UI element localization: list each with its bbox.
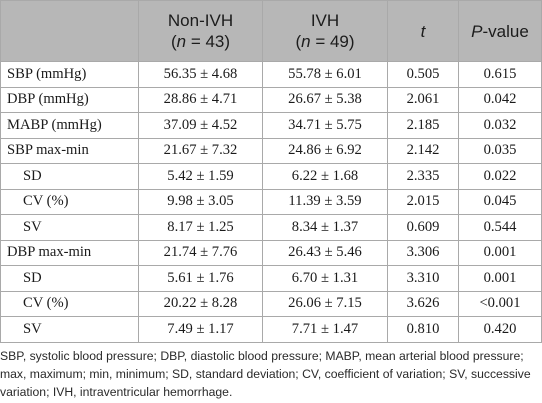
row-label: SV bbox=[0, 214, 139, 241]
ivh-value: 11.39 ± 3.59 bbox=[262, 188, 388, 215]
data-table: Non-IVH (n = 43) IVH (n = 49) t P-value … bbox=[0, 0, 542, 343]
table-row: SBP (mmHg) 56.35 ± 4.68 55.78 ± 6.01 0.5… bbox=[0, 61, 542, 88]
table-footnote: SBP, systolic blood pressure; DBP, diast… bbox=[0, 349, 531, 399]
ivh-value: 24.86 ± 6.92 bbox=[262, 137, 388, 164]
table-row: CV (%) 20.22 ± 8.28 26.06 ± 7.15 3.626 <… bbox=[0, 290, 542, 317]
header-ivh-name: IVH bbox=[310, 11, 340, 30]
row-label: DBP (mmHg) bbox=[0, 86, 139, 113]
t-value: 3.626 bbox=[387, 290, 459, 317]
header-non-ivh: Non-IVH (n = 43) bbox=[138, 0, 263, 62]
table-row: SV 7.49 ± 1.17 7.71 ± 1.47 0.810 0.420 bbox=[0, 316, 542, 343]
table-row: SD 5.42 ± 1.59 6.22 ± 1.68 2.335 0.022 bbox=[0, 163, 542, 190]
non-ivh-value: 56.35 ± 4.68 bbox=[138, 61, 263, 88]
t-value: 2.015 bbox=[387, 188, 459, 215]
header-ivh-n: (n = 49) bbox=[295, 32, 355, 51]
table-row: DBP (mmHg) 28.86 ± 4.71 26.67 ± 5.38 2.0… bbox=[0, 86, 542, 113]
ivh-value: 26.43 ± 5.46 bbox=[262, 239, 388, 266]
table-header: Non-IVH (n = 43) IVH (n = 49) t P-value bbox=[0, 0, 542, 62]
table-row: CV (%) 9.98 ± 3.05 11.39 ± 3.59 2.015 0.… bbox=[0, 188, 542, 215]
ivh-value: 7.71 ± 1.47 bbox=[262, 316, 388, 343]
t-value: 3.306 bbox=[387, 239, 459, 266]
row-label: MABP (mmHg) bbox=[0, 112, 139, 139]
ivh-value: 55.78 ± 6.01 bbox=[262, 61, 388, 88]
t-value: 2.185 bbox=[387, 112, 459, 139]
non-ivh-value: 8.17 ± 1.25 bbox=[138, 214, 263, 241]
header-p-value: P-value bbox=[458, 0, 542, 62]
table-row: MABP (mmHg) 37.09 ± 4.52 34.71 ± 5.75 2.… bbox=[0, 112, 542, 139]
row-label: SD bbox=[0, 265, 139, 292]
p-value: 0.001 bbox=[458, 239, 542, 266]
t-value: 0.609 bbox=[387, 214, 459, 241]
p-value: 0.035 bbox=[458, 137, 542, 164]
ivh-value: 26.67 ± 5.38 bbox=[262, 86, 388, 113]
t-value: 2.061 bbox=[387, 86, 459, 113]
p-value: 0.001 bbox=[458, 265, 542, 292]
header-non-ivh-n: (n = 43) bbox=[170, 32, 231, 51]
header-variable bbox=[0, 0, 139, 62]
t-value: 2.335 bbox=[387, 163, 459, 190]
non-ivh-value: 28.86 ± 4.71 bbox=[138, 86, 263, 113]
p-value: 0.022 bbox=[458, 163, 542, 190]
ivh-value: 6.22 ± 1.68 bbox=[262, 163, 388, 190]
p-value: 0.042 bbox=[458, 86, 542, 113]
t-value: 3.310 bbox=[387, 265, 459, 292]
ivh-value: 34.71 ± 5.75 bbox=[262, 112, 388, 139]
p-value: 0.544 bbox=[458, 214, 542, 241]
p-value: <0.001 bbox=[458, 290, 542, 317]
row-label: DBP max-min bbox=[0, 239, 139, 266]
row-label: SV bbox=[0, 316, 139, 343]
non-ivh-value: 20.22 ± 8.28 bbox=[138, 290, 263, 317]
row-label: SD bbox=[0, 163, 139, 190]
non-ivh-value: 37.09 ± 4.52 bbox=[138, 112, 263, 139]
header-t: t bbox=[387, 0, 459, 62]
table-body: SBP (mmHg) 56.35 ± 4.68 55.78 ± 6.01 0.5… bbox=[0, 61, 542, 343]
p-value: 0.420 bbox=[458, 316, 542, 343]
non-ivh-value: 9.98 ± 3.05 bbox=[138, 188, 263, 215]
table-row: SV 8.17 ± 1.25 8.34 ± 1.37 0.609 0.544 bbox=[0, 214, 542, 241]
non-ivh-value: 5.42 ± 1.59 bbox=[138, 163, 263, 190]
non-ivh-value: 7.49 ± 1.17 bbox=[138, 316, 263, 343]
header-ivh: IVH (n = 49) bbox=[262, 0, 388, 62]
table-row: SD 5.61 ± 1.76 6.70 ± 1.31 3.310 0.001 bbox=[0, 265, 542, 292]
table-row: SBP max-min 21.67 ± 7.32 24.86 ± 6.92 2.… bbox=[0, 137, 542, 164]
non-ivh-value: 5.61 ± 1.76 bbox=[138, 265, 263, 292]
table-row: DBP max-min 21.74 ± 7.76 26.43 ± 5.46 3.… bbox=[0, 239, 542, 266]
t-value: 2.142 bbox=[387, 137, 459, 164]
ivh-value: 6.70 ± 1.31 bbox=[262, 265, 388, 292]
ivh-value: 26.06 ± 7.15 bbox=[262, 290, 388, 317]
p-value: 0.615 bbox=[458, 61, 542, 88]
p-value: 0.045 bbox=[458, 188, 542, 215]
row-label: CV (%) bbox=[0, 188, 139, 215]
header-row: Non-IVH (n = 43) IVH (n = 49) t P-value bbox=[0, 0, 542, 62]
row-label: SBP (mmHg) bbox=[0, 61, 139, 88]
ivh-value: 8.34 ± 1.37 bbox=[262, 214, 388, 241]
p-value: 0.032 bbox=[458, 112, 542, 139]
non-ivh-value: 21.67 ± 7.32 bbox=[138, 137, 263, 164]
t-value: 0.810 bbox=[387, 316, 459, 343]
t-value: 0.505 bbox=[387, 61, 459, 88]
row-label: SBP max-min bbox=[0, 137, 139, 164]
row-label: CV (%) bbox=[0, 290, 139, 317]
header-non-ivh-name: Non-IVH bbox=[167, 11, 234, 30]
non-ivh-value: 21.74 ± 7.76 bbox=[138, 239, 263, 266]
